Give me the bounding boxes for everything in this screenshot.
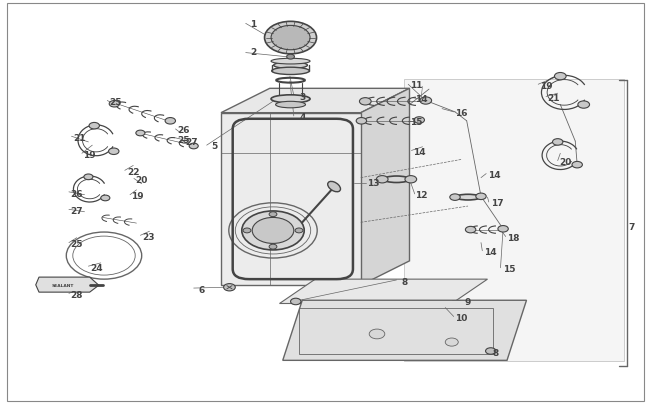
Circle shape	[165, 118, 176, 125]
Ellipse shape	[274, 63, 307, 69]
Text: 24: 24	[90, 264, 103, 273]
Text: 12: 12	[415, 191, 428, 200]
Ellipse shape	[384, 177, 410, 183]
Polygon shape	[280, 279, 488, 304]
Circle shape	[578, 102, 590, 109]
Circle shape	[224, 284, 235, 291]
Text: 21: 21	[73, 133, 86, 142]
Circle shape	[486, 348, 496, 354]
Ellipse shape	[271, 96, 310, 104]
Ellipse shape	[272, 68, 309, 75]
Circle shape	[101, 196, 110, 201]
Circle shape	[243, 228, 251, 233]
Text: 14: 14	[484, 247, 497, 256]
Circle shape	[554, 73, 566, 81]
Text: 14: 14	[415, 95, 428, 104]
Text: 23: 23	[142, 232, 155, 241]
Text: SEALANT: SEALANT	[52, 283, 74, 287]
Circle shape	[89, 123, 99, 130]
Text: 26: 26	[177, 126, 190, 135]
Text: 18: 18	[507, 234, 520, 243]
Text: 20: 20	[559, 158, 572, 166]
Text: 6: 6	[198, 285, 205, 294]
Circle shape	[572, 162, 582, 168]
Circle shape	[450, 194, 460, 201]
Bar	[221, 113, 361, 286]
Circle shape	[109, 101, 120, 108]
Ellipse shape	[456, 195, 480, 200]
Circle shape	[136, 131, 145, 136]
Text: 25: 25	[70, 239, 83, 248]
Text: 26: 26	[70, 189, 83, 198]
Circle shape	[189, 144, 198, 149]
Ellipse shape	[271, 59, 310, 65]
Circle shape	[109, 149, 119, 155]
Text: 25: 25	[109, 98, 122, 107]
Circle shape	[287, 55, 294, 60]
Text: 7: 7	[629, 222, 635, 231]
Circle shape	[359, 98, 371, 106]
Circle shape	[265, 22, 317, 55]
Text: 25: 25	[177, 135, 190, 144]
Polygon shape	[283, 301, 526, 360]
Ellipse shape	[276, 102, 305, 109]
Circle shape	[476, 194, 486, 200]
Circle shape	[242, 211, 304, 250]
Text: 13: 13	[367, 179, 380, 188]
Bar	[404, 80, 624, 361]
Text: 27: 27	[70, 206, 83, 215]
Text: 15: 15	[410, 118, 422, 127]
Text: 22: 22	[127, 168, 140, 177]
Text: 14: 14	[413, 147, 426, 156]
Text: 10: 10	[455, 313, 468, 322]
Circle shape	[445, 338, 458, 346]
Text: 19: 19	[83, 150, 96, 159]
Circle shape	[269, 245, 277, 249]
Text: 19: 19	[131, 192, 144, 201]
Text: 15: 15	[502, 265, 515, 274]
Circle shape	[414, 117, 424, 124]
Text: 8: 8	[492, 348, 499, 357]
Circle shape	[252, 218, 294, 244]
Text: 4: 4	[299, 113, 305, 122]
Text: 5: 5	[211, 141, 218, 150]
Text: 8: 8	[401, 277, 408, 286]
Text: 1: 1	[250, 20, 257, 29]
Text: 3: 3	[299, 93, 305, 102]
Circle shape	[269, 212, 277, 217]
Circle shape	[271, 26, 310, 51]
Circle shape	[295, 228, 303, 233]
Circle shape	[420, 98, 432, 105]
Text: 11: 11	[410, 81, 422, 90]
Text: 16: 16	[455, 109, 468, 118]
Text: 17: 17	[491, 199, 504, 208]
Polygon shape	[221, 89, 410, 113]
Circle shape	[465, 227, 476, 233]
Text: 20: 20	[135, 176, 148, 185]
Circle shape	[376, 176, 388, 183]
Polygon shape	[36, 277, 99, 292]
Circle shape	[369, 329, 385, 339]
Circle shape	[84, 175, 93, 180]
Text: 21: 21	[547, 94, 560, 102]
Text: 19: 19	[540, 81, 552, 90]
Circle shape	[405, 176, 417, 183]
Text: 28: 28	[70, 290, 83, 299]
Circle shape	[291, 298, 301, 305]
Circle shape	[356, 118, 367, 125]
Ellipse shape	[328, 182, 341, 192]
Text: 9: 9	[465, 297, 471, 306]
Polygon shape	[361, 89, 410, 286]
Circle shape	[498, 226, 508, 232]
Text: 2: 2	[250, 48, 257, 57]
Text: 14: 14	[488, 171, 500, 179]
Circle shape	[552, 139, 563, 146]
Text: 27: 27	[185, 138, 198, 147]
